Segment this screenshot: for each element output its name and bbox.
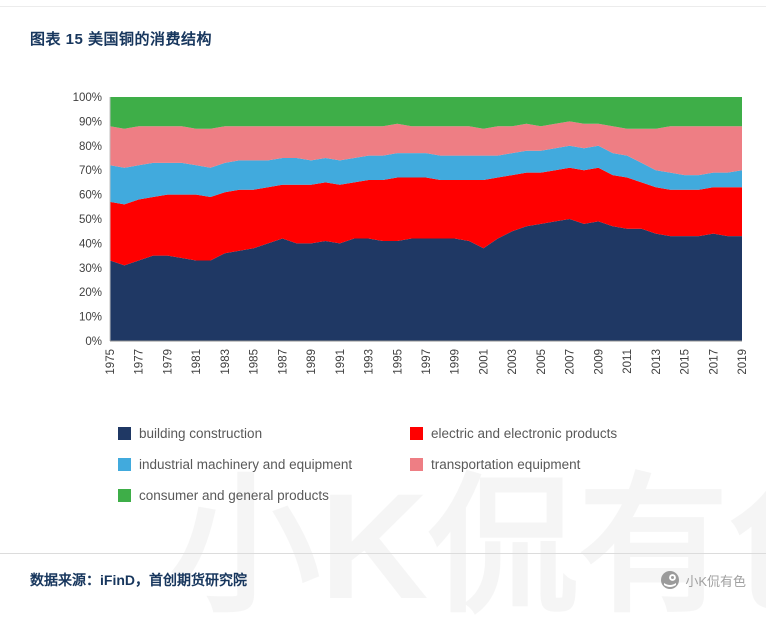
legend-item-consumer-and-general-products: consumer and general products [118, 488, 410, 503]
x-tick-label: 2011 [622, 349, 634, 374]
area-consumer-and-general-products [110, 97, 742, 129]
x-tick-label: 1991 [335, 349, 347, 375]
y-tick-label: 100% [73, 92, 102, 104]
data-source-text: 数据来源：iFinD，首创期货研究院 [30, 572, 247, 588]
legend-label: consumer and general products [139, 488, 329, 503]
legend-item-electric-and-electronic-products: electric and electronic products [410, 426, 738, 441]
legend-label: building construction [139, 426, 263, 441]
legend-item-transportation-equipment: transportation equipment [410, 457, 738, 472]
y-tick-label: 40% [79, 238, 102, 250]
legend: building construction electric and electr… [118, 426, 738, 503]
stacked-area-chart: 0% 10% 20% 30% 40% 50% 60% 70% 80% 90% 100% 1975 197… [73, 92, 749, 375]
chart-title: 图表 15 美国铜的消费结构 [30, 31, 213, 48]
area-industrial-machinery-and-equipment [110, 145, 742, 205]
x-tick-label: 1977 [134, 349, 146, 375]
y-tick-label: 80% [79, 141, 102, 153]
x-tick-label: 1999 [450, 349, 462, 375]
x-tick-label: 1989 [306, 349, 318, 375]
x-tick-label: 2015 [680, 349, 692, 375]
x-tick-label: 2001 [478, 349, 490, 375]
x-tick-label: 2017 [708, 349, 720, 375]
y-tick-label: 50% [79, 214, 102, 226]
x-tick-label: 1979 [162, 349, 174, 375]
legend-swatch [118, 427, 131, 440]
x-tick-label: 2007 [565, 349, 577, 375]
legend-label: industrial machinery and equipment [139, 457, 353, 472]
chart-area: 0% 10% 20% 30% 40% 50% 60% 70% 80% 90% 100% 1975 197… [28, 87, 766, 398]
x-tick-label: 1985 [249, 349, 261, 375]
x-tick-label: 1983 [220, 349, 232, 375]
watermark-logo-icon [661, 571, 680, 589]
legend-swatch [410, 427, 423, 440]
watermark-text: 小K侃有色 [685, 573, 746, 589]
x-tick-label: 2003 [507, 349, 519, 375]
top-divider [0, 6, 766, 7]
legend-swatch [118, 489, 131, 502]
x-tick-label: 1993 [364, 349, 376, 375]
y-tick-label: 0% [85, 336, 102, 348]
legend-label: transportation equipment [431, 457, 581, 472]
x-tick-label: 2013 [651, 349, 663, 375]
area-electric-and-electronic-products [110, 167, 742, 266]
watermark: 小K侃有色 [660, 570, 746, 590]
x-tick-label: 1997 [421, 349, 433, 375]
x-tick-label: 1987 [277, 349, 289, 375]
legend-swatch [118, 458, 131, 471]
footer: 数据来源：iFinD，首创期货研究院 小K侃有色 [0, 553, 766, 590]
x-tick-label: 1975 [105, 349, 117, 375]
legend-item-industrial-machinery-and-equipment: industrial machinery and equipment [118, 457, 410, 472]
area-building-construction [110, 219, 742, 341]
x-tick-label: 2019 [737, 349, 748, 375]
x-tick-label: 1995 [392, 349, 404, 375]
y-tick-label: 70% [79, 165, 102, 177]
y-tick-label: 90% [79, 116, 102, 128]
x-tick-label: 2005 [536, 349, 548, 375]
legend-item-building-construction: building construction [118, 426, 410, 441]
legend-label: electric and electronic products [431, 426, 618, 441]
area-transportation-equipment [110, 121, 742, 176]
legend-swatch [410, 458, 423, 471]
x-tick-label: 1981 [191, 349, 203, 375]
y-tick-label: 10% [79, 312, 102, 324]
x-tick-label: 2009 [593, 349, 605, 375]
y-tick-label: 30% [79, 263, 102, 275]
y-tick-label: 60% [79, 190, 102, 202]
y-tick-label: 20% [79, 287, 102, 299]
